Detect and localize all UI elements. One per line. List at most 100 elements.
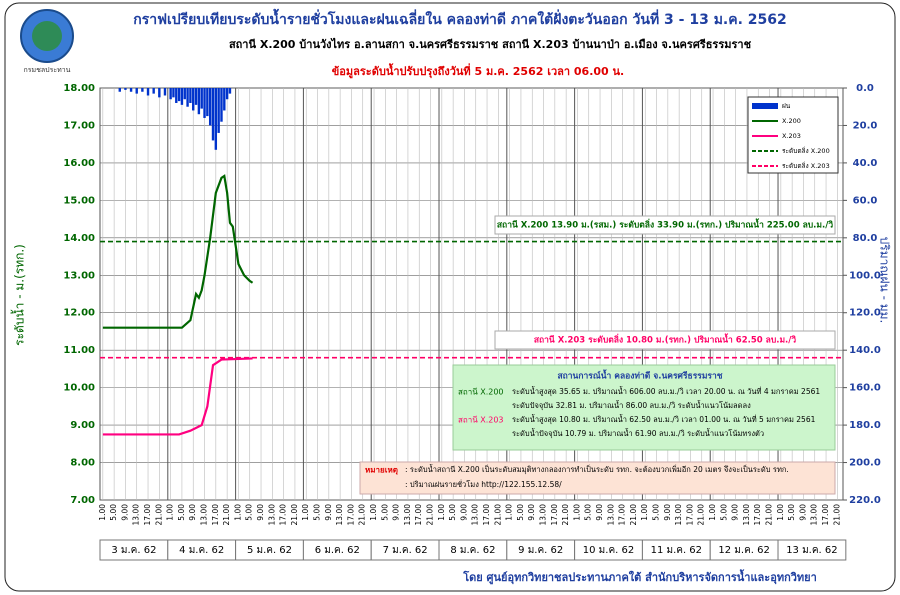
date-label: 3 ม.ค. 62	[111, 545, 156, 556]
date-label: 7 ม.ค. 62	[383, 545, 428, 556]
x-tick-label: 1.00	[98, 504, 107, 521]
bank-note-box	[494, 215, 836, 235]
x-tick-label: 17.00	[414, 504, 423, 526]
legend-label: ฝน	[782, 102, 791, 110]
y-tick-label: 11.00	[63, 345, 95, 356]
remark-line: : ระดับน้ำสถานี X.200 เป็นระดับสมมุติทาง…	[405, 464, 789, 474]
rain-bar	[152, 88, 155, 94]
rain-bar	[211, 88, 215, 141]
rain-bar	[135, 88, 138, 94]
date-label: 13 ม.ค. 62	[786, 545, 837, 556]
date-label: 12 ม.ค. 62	[718, 545, 769, 556]
rain-bar	[180, 88, 184, 105]
rain-bar	[192, 88, 195, 111]
rain-bar	[200, 88, 203, 109]
date-label: 5 ม.ค. 62	[247, 545, 292, 556]
x-tick-label: 21.00	[222, 504, 231, 526]
x-tick-label: 5.00	[313, 504, 322, 521]
y-tick-label: 9.00	[70, 420, 95, 431]
legend-swatch	[752, 103, 778, 109]
y-tick-label: 16.00	[63, 158, 95, 169]
legend-label: ระดับตลิ่ง X.200	[782, 146, 830, 155]
water-level-line	[102, 174, 254, 329]
x-tick-label: 13.00	[674, 504, 683, 526]
y2-tick-label: 160.0	[849, 383, 881, 394]
x-tick-label: 21.00	[832, 504, 841, 526]
y2-tick-label: 180.0	[849, 420, 881, 431]
y-tick-label: 12.00	[63, 308, 95, 319]
x-tick-label: 17.00	[346, 504, 355, 526]
x-tick-label: 5.00	[787, 504, 796, 521]
y-tick-label: 10.00	[63, 383, 95, 394]
x-tick-label: 13.00	[132, 504, 141, 526]
y-tick-label: 14.00	[63, 233, 95, 244]
rain-bar	[177, 88, 181, 102]
x-tick-label: 9.00	[188, 504, 197, 521]
water-level-line	[102, 357, 253, 436]
legend-label: X.200	[782, 117, 801, 125]
y-tick-label: 13.00	[63, 270, 95, 281]
x-tick-label: 1.00	[369, 504, 378, 521]
y-tick-label: 18.00	[63, 83, 95, 94]
bank-note-box	[494, 330, 836, 350]
x-tick-label: 9.00	[459, 504, 468, 521]
x-tick-label: 17.00	[482, 504, 491, 526]
rain-bar	[189, 88, 192, 103]
y2-tick-label: 100.0	[849, 270, 881, 281]
bank-note: สถานี X.203 ระดับตลิ่ง 10.80 ม.(รทก.) ปร…	[534, 333, 797, 346]
x-tick-label: 13.00	[539, 504, 548, 526]
rain-bar	[206, 88, 209, 117]
station-label: สถานี X.203	[458, 416, 504, 425]
x-tick-label: 21.00	[561, 504, 570, 526]
y2-tick-label: 120.0	[849, 308, 881, 319]
date-label: 11 ม.ค. 62	[651, 545, 702, 556]
x-tick-label: 1.00	[776, 504, 785, 521]
x-tick-label: 21.00	[493, 504, 502, 526]
x-tick-label: 21.00	[697, 504, 706, 526]
x-tick-label: 13.00	[200, 504, 209, 526]
y-axis-label: ระดับน้ำ - ม.(รทก.)	[11, 244, 27, 346]
x-tick-label: 17.00	[618, 504, 627, 526]
date-label: 8 ม.ค. 62	[450, 545, 495, 556]
y2-tick-label: 140.0	[849, 345, 881, 356]
rain-bar	[118, 88, 121, 92]
y2-tick-label: 80.0	[853, 233, 878, 244]
x-tick-label: 9.00	[256, 504, 265, 521]
bank-note: สถานี X.200 13.90 ม.(รสม.) ระดับตลิ่ง 33…	[497, 218, 833, 231]
x-tick-label: 5.00	[516, 504, 525, 521]
rain-bar	[197, 88, 201, 115]
rain-bar	[146, 88, 150, 96]
x-tick-label: 13.00	[471, 504, 480, 526]
x-tick-label: 9.00	[595, 504, 604, 521]
rain-bar	[141, 88, 144, 92]
x-tick-label: 5.00	[719, 504, 728, 521]
x-tick-label: 5.00	[380, 504, 389, 521]
rain-bar	[225, 88, 229, 100]
y-tick-label: 7.00	[70, 495, 95, 506]
x-tick-label: 21.00	[290, 504, 299, 526]
rain-bar	[186, 88, 189, 107]
x-tick-label: 21.00	[629, 504, 638, 526]
x-tick-label: 9.00	[798, 504, 807, 521]
x-tick-label: 9.00	[120, 504, 129, 521]
rain-bar	[163, 88, 167, 96]
y-tick-label: 8.00	[70, 458, 95, 469]
situation-line: ระดับน้ำสูงสุด 35.65 ม. ปริมาณน้ำ 606.00…	[512, 386, 820, 396]
x-tick-label: 1.00	[166, 504, 175, 521]
y2-tick-label: 20.0	[853, 120, 878, 131]
situation-line: ระดับน้ำปัจจุบัน 10.79 ม. ปริมาณน้ำ 61.9…	[512, 428, 764, 438]
x-tick-label: 13.00	[742, 504, 751, 526]
x-tick-label: 9.00	[663, 504, 672, 521]
rain-bar	[124, 88, 127, 90]
legend-label: ระดับตลิ่ง X.203	[782, 161, 830, 170]
x-tick-label: 1.00	[708, 504, 717, 521]
date-cell	[777, 539, 847, 561]
x-tick-label: 13.00	[810, 504, 819, 526]
rain-bar	[172, 88, 175, 98]
x-tick-label: 17.00	[143, 504, 152, 526]
date-label: 10 ม.ค. 62	[583, 545, 634, 556]
x-tick-label: 1.00	[572, 504, 581, 521]
x-tick-label: 1.00	[437, 504, 446, 521]
